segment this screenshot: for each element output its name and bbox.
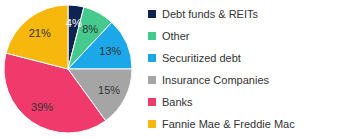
legend-item: Banks [148,96,193,108]
legend-label: Fannie Mae & Freddie Mac [162,118,295,130]
legend-swatch [148,98,156,106]
data-label: 8% [82,23,98,35]
legend-label: Banks [162,96,193,108]
data-label: 21% [29,27,51,39]
legend-item: Other [148,30,190,42]
data-label: 15% [98,84,120,96]
pie-slice [6,5,68,69]
data-label: 13% [99,45,121,57]
legend-label: Insurance Companies [162,74,270,86]
chart-svg: 4%8%13% 15% 39% 21% Debt funds & REITs Other S… [0,0,359,138]
legend: Debt funds & REITs Other Securitized debt I… [148,8,295,130]
chart-container: 4%8%13% 15% 39% 21% Debt funds & REITs Other S… [0,0,359,138]
legend-swatch [148,120,156,128]
legend-label: Debt funds & REITs [162,8,258,20]
data-labels: 4%8%13% 15% 39% 21% [29,17,122,113]
legend-item: Fannie Mae & Freddie Mac [148,118,295,130]
pie-slice [68,22,132,69]
data-label: 39% [31,101,53,113]
data-label: 4% [66,17,82,29]
legend-swatch [148,54,156,62]
legend-label: Securitized debt [162,52,241,64]
legend-swatch [148,32,156,40]
legend-swatch [148,10,156,18]
legend-swatch [148,76,156,84]
legend-item: Debt funds & REITs [148,8,258,20]
pie [4,5,132,133]
legend-item: Insurance Companies [148,74,270,86]
legend-item: Securitized debt [148,52,241,64]
legend-label: Other [162,30,190,42]
